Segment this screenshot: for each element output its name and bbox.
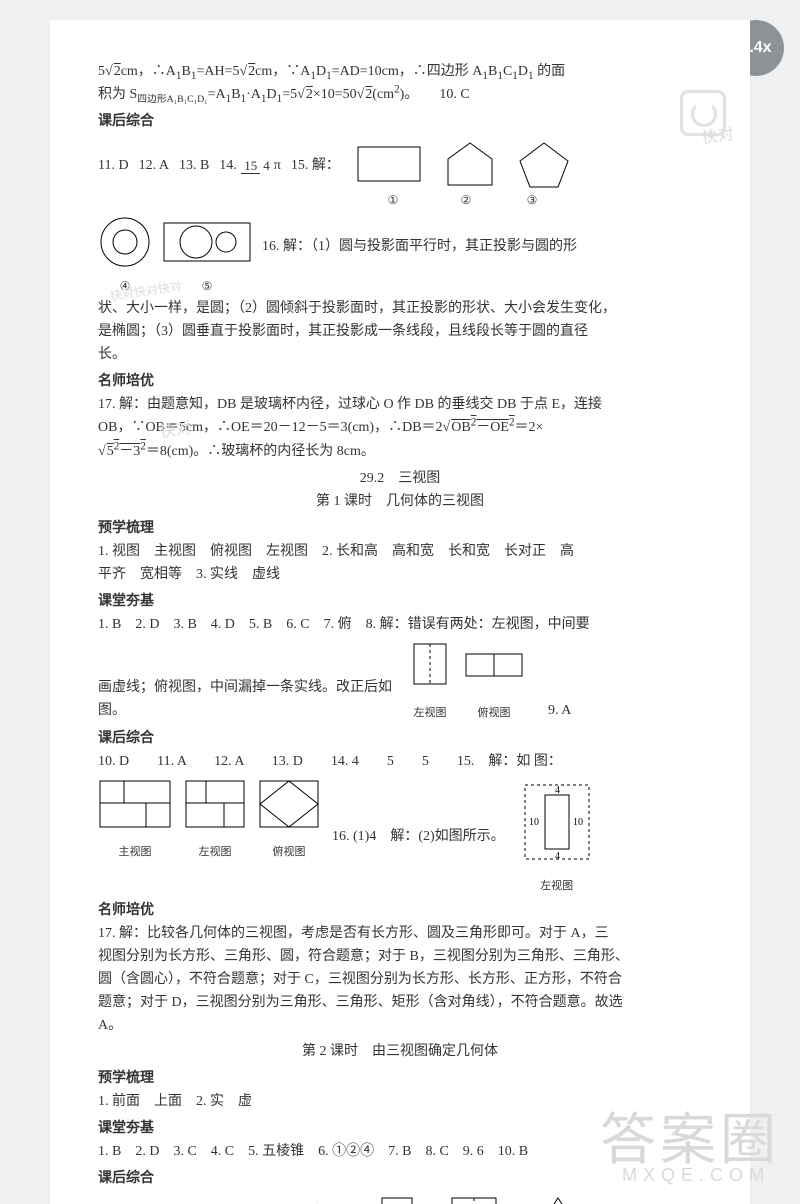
ketang2-row: 1. B 2. D 3. C 4. C 5. 五棱锥 6. ①②④ 7. B 8… — [98, 1140, 702, 1163]
fig-zhu: 主视图 — [98, 779, 172, 861]
lesson-2-title: 第 2 课时 由三视图确定几何体 — [98, 1040, 702, 1063]
heading-yuxue-2: 预学梳理 — [98, 1067, 702, 1090]
ketang1-row: 1. B 2. D 3. B 4. D 5. B 6. C 7. 俯 8. 解：… — [98, 613, 702, 636]
top-line1: 5√2cm，∴A1B1=AH=5√2cm，∵A1D1=AD=10cm，∴四边形 … — [98, 60, 702, 83]
q17a-l2: OB，∵OB＝5cm，∴OE＝20－12－5＝3(cm)，∴DB＝2√OB2－O… — [98, 416, 702, 439]
svg-text:10: 10 — [573, 817, 583, 828]
heading-kehou-3: 课后综合 — [98, 1167, 702, 1190]
fig-fu: 俯视图 — [258, 779, 320, 861]
q16-line2: 状、大小一样，是圆；（2）圆倾斜于投影面时，其正投影的形状、大小会发生变化， — [98, 297, 702, 320]
q17a-l1: 17. 解：由题意知，DB 是玻璃杯内径，过球心 O 作 DB 的垂线交 DB … — [98, 393, 702, 416]
unit-title: 29.2 三视图 — [98, 467, 702, 490]
heading-kehou-2: 课后综合 — [98, 727, 702, 750]
yuxue1-l2: 平齐 宽相等 3. 实线 虚线 — [98, 563, 702, 586]
svg-text:4: 4 — [555, 785, 560, 796]
svg-text:4: 4 — [555, 851, 560, 862]
svg-text:10: 10 — [529, 817, 539, 828]
fig-zuo: 左视图 — [184, 779, 246, 861]
shape-house — [438, 139, 502, 191]
page: 快对 快对快对快对 快对 5√2cm，∴A1B1=AH=5√2cm，∵A1D1=… — [50, 20, 750, 1204]
shape-pentagon — [512, 139, 576, 191]
heading-ketang-2: 课堂夯基 — [98, 1117, 702, 1140]
q17a-l3: √52－32＝8(cm)。∴玻璃杯的内径长为 8cm。 — [98, 440, 702, 463]
q16-line4: 长。 — [98, 343, 702, 366]
m2-l4: 题意；对于 D，三视图分别为三角形、三角形、矩形（含对角线），不符合题意。故选 — [98, 991, 702, 1014]
row-11-15: 11. D 12. A 13. B 14. 154π 15. 解： — [98, 139, 702, 191]
m2-l5: A。 — [98, 1014, 702, 1037]
row-11-15-labels: ① ② ③ — [358, 191, 702, 211]
kehou3-block: 11. B 12. D 13. B 14. 12 15. 6 16. 主视图 俯… — [98, 1190, 702, 1204]
yuxue1-l1: 1. 视图 主视图 俯视图 左视图 2. 长和高 高和宽 长和宽 长对正 高 — [98, 540, 702, 563]
kehou3-figure: 主视图 俯视图 物体 (1) (2) (3) — [312, 1190, 672, 1204]
heading-mingshi-2: 名师培优 — [98, 899, 702, 922]
heading-kehou-1: 课后综合 — [98, 110, 702, 133]
ketang1-row2: 画虚线；俯视图，中间漏掉一条实线。改正后如图。 左视图 俯视图 9. A — [98, 640, 702, 722]
q16-lead: 16. 解：（1）圆与投影面平行时，其正投影与圆的形 — [262, 235, 702, 258]
shape-rect-circles — [162, 217, 252, 275]
shape-ring — [98, 215, 152, 277]
m2-l1: 17. 解：比较各几何体的三视图，考虑是否有长方形、圆及三角形即可。对于 A，三 — [98, 922, 702, 945]
heading-yuxue-1: 预学梳理 — [98, 517, 702, 540]
fig-top-view: 俯视图 — [462, 640, 526, 722]
kehou3-row: 11. B 12. D 13. B 14. 12 15. 6 16. — [98, 1190, 298, 1204]
heading-ketang-1: 课堂夯基 — [98, 590, 702, 613]
watermark-brand-1: 快对 — [700, 122, 735, 153]
kehou2-row: 10. D 11. A 12. A 13. D 14. 4 5 5 15. 解：… — [98, 750, 702, 773]
lesson-1-title: 第 1 课时 几何体的三视图 — [98, 490, 702, 513]
m2-l3: 圆（含圆心），不符合题意；对于 C，三视图分别为长方形、长方形、正方形，不符合 — [98, 968, 702, 991]
fig-left-view: 左视图 — [408, 640, 452, 722]
q16-line3: 是椭圆；（3）圆垂直于投影面时，其正投影成一条线段，且线段长等于圆的直径 — [98, 320, 702, 343]
fig16-right: 4 10 10 4 左视图 — [517, 779, 597, 895]
yuxue2-l1: 1. 前面 上面 2. 实 虚 — [98, 1090, 702, 1113]
kehou2-figs: 主视图 左视图 俯视图 16. (1)4 解：(2)如图所示。 4 10 10 … — [98, 779, 702, 895]
m2-l2: 视图分别为长方形、三角形、圆，符合题意；对于 B，三视图分别为三角形、三角形、 — [98, 945, 702, 968]
shape-rect — [350, 141, 428, 189]
fig16-text: 16. (1)4 解：(2)如图所示。 — [332, 825, 505, 848]
row-shapes-45-labels: ④ ⑤ — [98, 277, 702, 297]
top-line2: 积为 S四边形A₁B₁C₁D₁=A1B1·A1D1=5√2×10=50√2(cm… — [98, 83, 702, 106]
row-shapes-45: 16. 解：（1）圆与投影面平行时，其正投影与圆的形 — [98, 215, 702, 277]
heading-mingshi-1: 名师培优 — [98, 370, 702, 393]
